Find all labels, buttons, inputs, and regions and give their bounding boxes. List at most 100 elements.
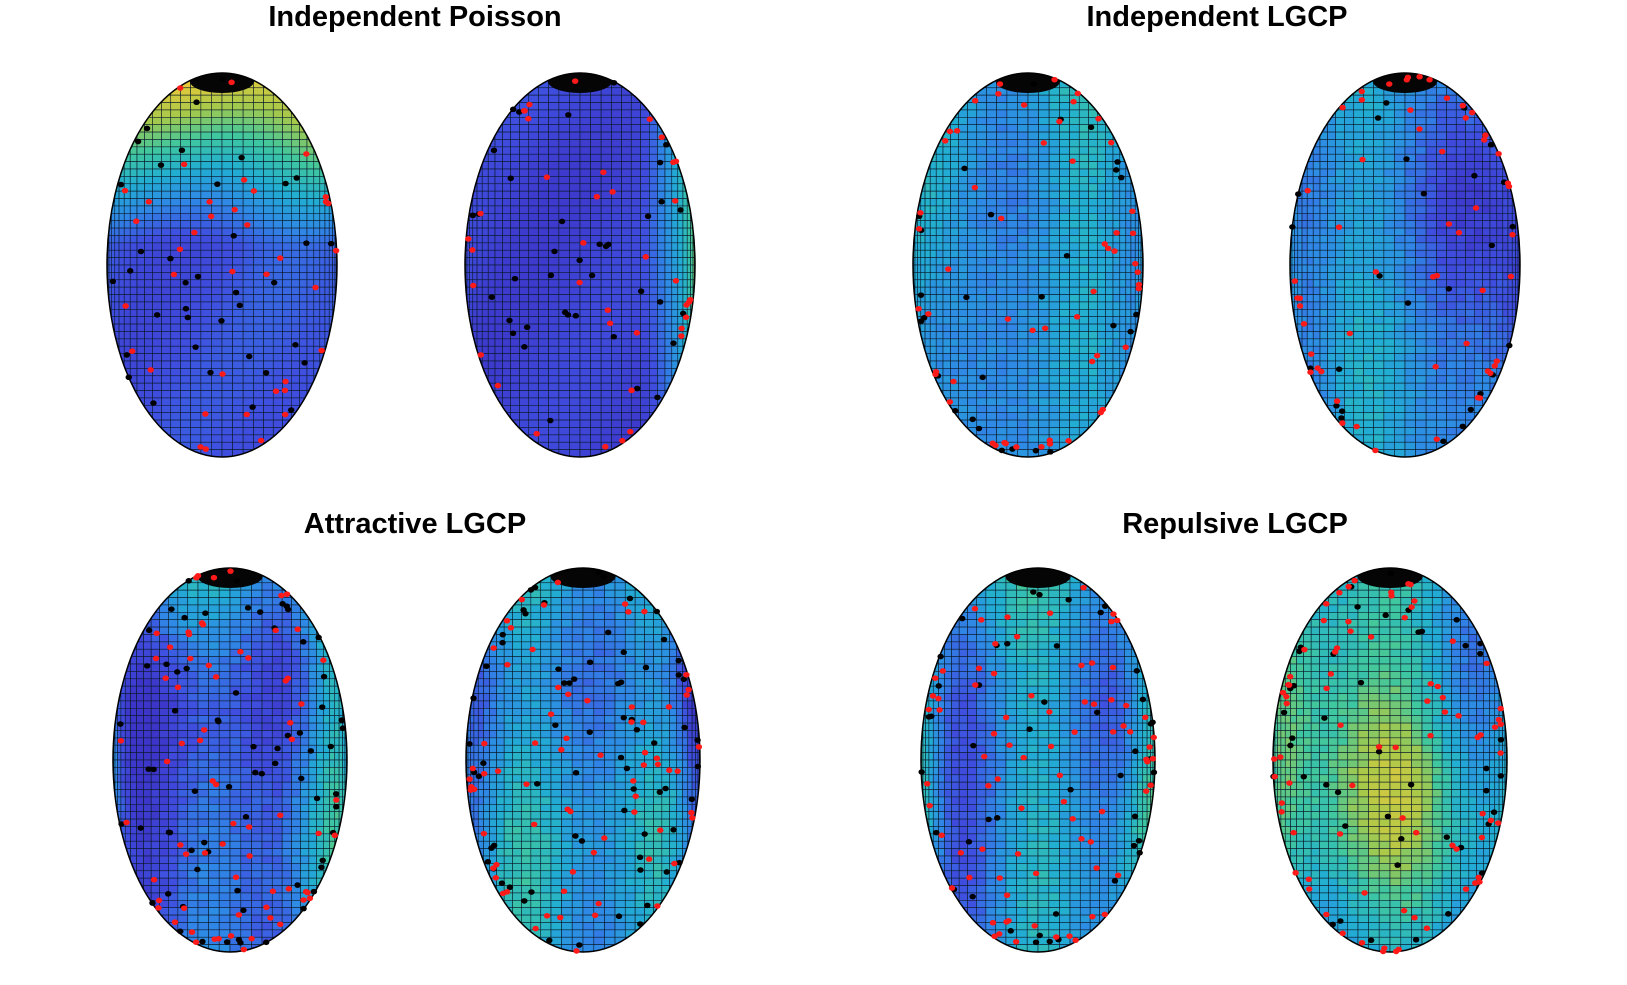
surface-cell bbox=[1112, 397, 1121, 406]
surface-cell bbox=[590, 227, 602, 236]
surface-cell bbox=[1097, 397, 1106, 406]
surface-cell bbox=[657, 345, 666, 354]
surface-cell bbox=[929, 124, 937, 133]
surface-cell bbox=[677, 338, 684, 347]
surface-cell bbox=[569, 235, 581, 244]
surface-cell bbox=[1425, 117, 1437, 125]
surface-cell bbox=[1415, 183, 1427, 192]
surface-cell bbox=[114, 257, 120, 266]
surface-cell bbox=[1327, 183, 1336, 192]
surface-cell bbox=[986, 183, 997, 192]
surface-cell bbox=[1097, 279, 1106, 288]
surface-cell bbox=[481, 331, 489, 340]
surface-cell bbox=[986, 235, 997, 244]
surface-cell bbox=[1088, 94, 1098, 103]
surface-cell bbox=[282, 279, 292, 288]
surface-cell bbox=[152, 205, 162, 214]
surface-cell bbox=[328, 264, 333, 273]
surface-cell bbox=[221, 183, 233, 192]
surface-cell bbox=[253, 124, 264, 133]
surface-cell bbox=[180, 205, 191, 214]
surface-cell bbox=[299, 198, 308, 207]
surface-cell bbox=[996, 353, 1008, 362]
surface-cell bbox=[1363, 161, 1374, 170]
surface-cell bbox=[929, 405, 937, 413]
surface-cell bbox=[528, 375, 539, 384]
surface-cell bbox=[200, 249, 212, 258]
surface-cell bbox=[328, 213, 333, 221]
surface-cell bbox=[1048, 131, 1060, 140]
surface-cell bbox=[569, 441, 581, 450]
surface-cell bbox=[579, 139, 591, 148]
surface-cell bbox=[299, 316, 308, 325]
black-point bbox=[572, 312, 580, 319]
surface-cell bbox=[253, 153, 264, 162]
surface-cell bbox=[621, 220, 632, 229]
surface-cell bbox=[657, 368, 666, 377]
surface-cell bbox=[1112, 301, 1121, 310]
surface-cell bbox=[682, 242, 688, 251]
surface-cell bbox=[538, 309, 549, 317]
surface-cell bbox=[161, 146, 172, 155]
surface-cell bbox=[1130, 301, 1136, 310]
surface-cell bbox=[558, 190, 570, 199]
surface-cell bbox=[494, 338, 503, 347]
surface-cell bbox=[590, 301, 602, 310]
surface-cell bbox=[170, 153, 181, 162]
surface-cell bbox=[272, 345, 283, 354]
black-point bbox=[153, 312, 161, 318]
surface-cell bbox=[1373, 124, 1385, 133]
surface-cell bbox=[917, 146, 922, 155]
surface-cell bbox=[180, 286, 191, 295]
surface-cell bbox=[107, 316, 110, 325]
surface-cell bbox=[1383, 176, 1395, 185]
surface-cell bbox=[221, 419, 233, 428]
surface-cell bbox=[324, 124, 330, 133]
surface-cell bbox=[528, 227, 539, 236]
surface-cell bbox=[1383, 161, 1395, 170]
surface-cell bbox=[107, 213, 108, 221]
surface-cell bbox=[282, 331, 292, 340]
surface-cell bbox=[299, 427, 308, 436]
surface-cell bbox=[1319, 168, 1328, 177]
surface-cell bbox=[1130, 397, 1136, 406]
surface-cell bbox=[180, 168, 191, 177]
surface-cell bbox=[611, 323, 622, 332]
surface-cell bbox=[1394, 109, 1406, 118]
surface-cell bbox=[466, 286, 470, 295]
black-point bbox=[249, 404, 256, 410]
surface-cell bbox=[324, 294, 330, 303]
surface-cell bbox=[664, 235, 673, 244]
surface-cell bbox=[272, 227, 283, 236]
surface-cell bbox=[914, 338, 918, 347]
red-point bbox=[322, 198, 330, 205]
surface-cell bbox=[1125, 279, 1132, 288]
surface-cell bbox=[481, 227, 489, 236]
surface-cell bbox=[600, 94, 612, 103]
surface-cell bbox=[144, 213, 153, 221]
surface-cell bbox=[924, 227, 931, 236]
surface-cell bbox=[472, 360, 478, 369]
surface-cell bbox=[630, 161, 641, 170]
surface-cell bbox=[111, 249, 116, 258]
red-point bbox=[281, 387, 289, 394]
surface-cell bbox=[986, 309, 997, 317]
surface-cell bbox=[1105, 168, 1114, 177]
surface-cell bbox=[1138, 331, 1142, 340]
surface-cell bbox=[1327, 131, 1336, 140]
surface-cell bbox=[694, 309, 695, 317]
surface-cell bbox=[579, 220, 591, 229]
surface-cell bbox=[494, 227, 503, 236]
surface-cell bbox=[621, 405, 632, 413]
surface-cell bbox=[1112, 109, 1121, 118]
surface-cell bbox=[538, 227, 549, 236]
surface-cell bbox=[161, 382, 172, 391]
surface-cell bbox=[958, 272, 968, 281]
surface-cell bbox=[640, 338, 650, 347]
surface-cell bbox=[466, 264, 470, 273]
surface-cell bbox=[472, 139, 478, 148]
black-point bbox=[134, 138, 142, 145]
surface-cell bbox=[917, 257, 922, 266]
surface-cell bbox=[690, 360, 694, 369]
surface-cell bbox=[328, 309, 333, 317]
